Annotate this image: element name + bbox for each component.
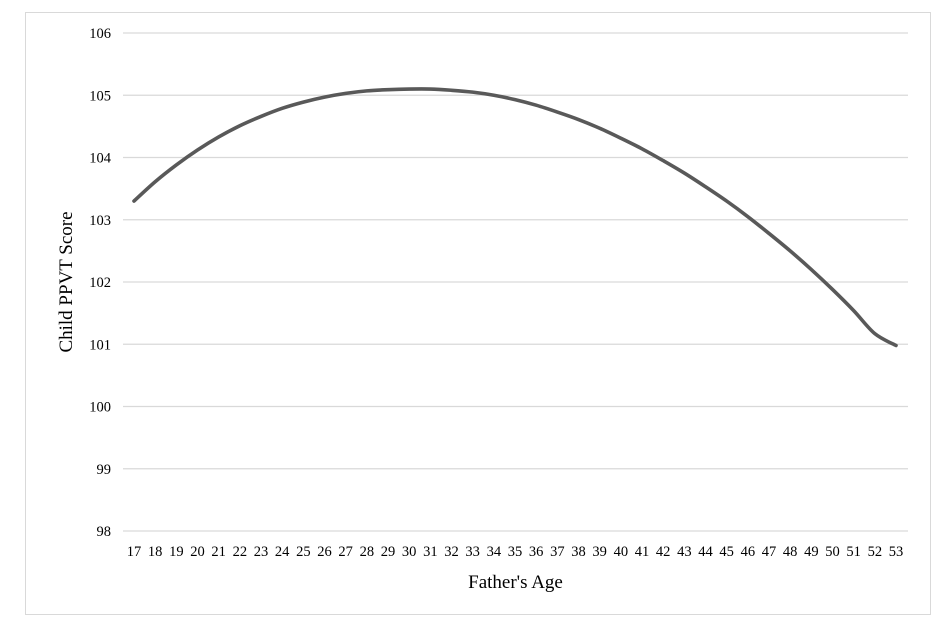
x-tick-label: 28 — [360, 544, 375, 560]
x-tick-label: 47 — [762, 544, 777, 560]
y-tick-label: 103 — [89, 213, 111, 229]
y-tick-label: 104 — [89, 151, 112, 167]
line-chart: 98 99 100 101 102 103 104 105 106 17 18 19 20 21 22 23… — [56, 26, 908, 593]
x-tick-label: 21 — [211, 544, 226, 560]
x-tick-label: 31 — [423, 544, 438, 560]
x-tick-label: 48 — [783, 544, 798, 560]
x-tick-label: 27 — [338, 544, 353, 560]
x-tick-label: 34 — [487, 544, 502, 560]
y-tick-label: 102 — [89, 275, 111, 291]
x-tick-label: 30 — [402, 544, 417, 560]
y-tick-label: 105 — [89, 88, 111, 104]
x-axis-tick-labels: 17 18 19 20 21 22 23 24 25 26 27 28 29 30 31 32 33 34 35 36… — [127, 544, 904, 560]
x-tick-label: 50 — [825, 544, 840, 560]
y-tick-label: 106 — [89, 26, 111, 42]
x-tick-label: 39 — [592, 544, 607, 560]
x-tick-label: 40 — [614, 544, 629, 560]
x-tick-label: 18 — [148, 544, 163, 560]
x-tick-label: 24 — [275, 544, 290, 560]
x-tick-label: 19 — [169, 544, 184, 560]
x-tick-label: 53 — [889, 544, 904, 560]
x-tick-label: 46 — [741, 544, 756, 560]
x-tick-label: 36 — [529, 544, 544, 560]
x-tick-label: 17 — [127, 544, 142, 560]
x-tick-label: 43 — [677, 544, 692, 560]
y-axis-tick-labels: 98 99 100 101 102 103 104 105 106 — [89, 26, 112, 540]
y-tick-label: 99 — [97, 462, 112, 478]
x-tick-label: 33 — [465, 544, 480, 560]
x-tick-label: 38 — [571, 544, 586, 560]
x-tick-label: 52 — [868, 544, 883, 560]
y-tick-label: 101 — [89, 337, 111, 353]
x-tick-label: 29 — [381, 544, 396, 560]
chart-frame: 98 99 100 101 102 103 104 105 106 17 18 19 20 21 22 23… — [25, 12, 931, 615]
series-line-0 — [132, 87, 898, 348]
x-tick-label: 44 — [698, 544, 713, 560]
series-layer — [132, 87, 898, 348]
x-tick-label: 23 — [254, 544, 269, 560]
x-tick-label: 35 — [508, 544, 523, 560]
y-axis-title: Child PPVT Score — [56, 211, 77, 352]
x-tick-label: 25 — [296, 544, 311, 560]
x-tick-label: 41 — [635, 544, 650, 560]
x-tick-label: 51 — [846, 544, 861, 560]
x-tick-label: 42 — [656, 544, 671, 560]
x-tick-label: 45 — [719, 544, 734, 560]
y-tick-label: 100 — [89, 400, 111, 416]
x-tick-label: 37 — [550, 544, 565, 560]
gridlines — [123, 32, 908, 532]
x-axis-title: Father's Age — [468, 572, 563, 593]
x-tick-label: 32 — [444, 544, 459, 560]
x-tick-label: 49 — [804, 544, 819, 560]
y-tick-label: 98 — [97, 524, 112, 540]
x-tick-label: 20 — [190, 544, 205, 560]
x-tick-label: 22 — [233, 544, 248, 560]
x-tick-label: 26 — [317, 544, 332, 560]
